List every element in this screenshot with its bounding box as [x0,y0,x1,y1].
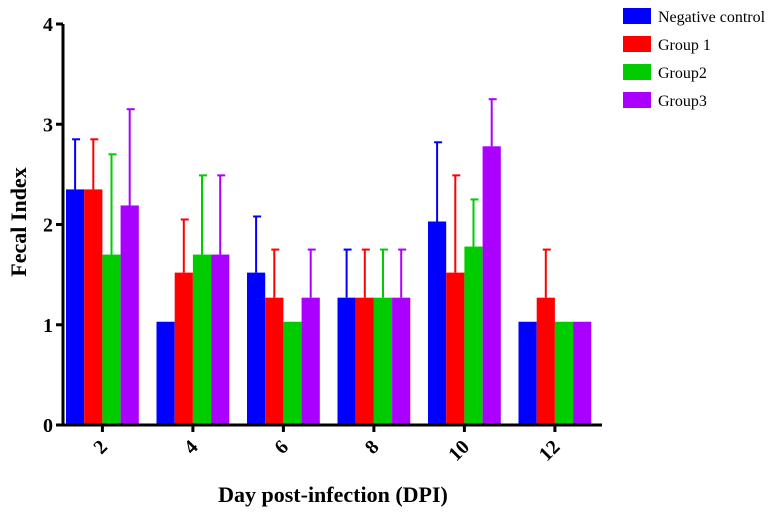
bar-1-3 [355,297,374,425]
bar-2-1 [192,254,212,425]
bar-0-0 [66,189,85,425]
legend-label-0: Negative control [658,9,766,26]
legend-label-1: Group 1 [658,37,711,54]
y-tick-label-3: 3 [43,114,53,136]
legend-swatch-0 [623,8,651,24]
bar-2-5 [554,321,574,425]
legend-swatch-2 [623,64,651,80]
y-axis-title: Fecal Index [6,167,31,276]
bar-0-2 [247,272,266,425]
x-tick-label-4: 10 [444,436,474,466]
legend-label-2: Group2 [658,65,707,82]
x-tick-label-1: 4 [180,436,203,459]
bar-3-0 [120,205,139,425]
bar-2-4 [464,246,483,425]
y-tick-label-0: 0 [43,415,53,437]
x-axis-title: Day post-infection (DPI) [218,482,448,507]
bar-3-2 [301,297,320,425]
x-tick-label-2: 6 [270,436,293,459]
bar-3-4 [482,146,501,425]
legend-label-3: Group3 [658,93,707,110]
bar-0-3 [337,297,356,425]
bar-0-5 [518,321,537,425]
bar-3-5 [573,321,592,425]
legend-swatch-1 [623,36,651,52]
bar-1-4 [446,272,465,425]
bar-1-2 [265,297,284,425]
bar-1-0 [84,189,103,425]
y-ticks: 0 1 2 3 4 [43,14,63,437]
x-ticks: 2 4 6 8 10 12 [89,425,564,466]
legend: Negative control Group 1 Group2 Group3 [623,8,766,110]
bar-1-1 [174,272,193,425]
bar-0-1 [156,321,175,425]
bar-3-3 [392,297,411,425]
bar-2-2 [283,321,302,425]
bar-2-3 [373,297,393,425]
bars-layer [66,98,592,425]
bar-0-4 [428,221,447,425]
x-tick-label-5: 12 [535,436,565,466]
bar-1-5 [536,297,555,425]
bar-2-0 [102,254,121,425]
y-tick-label-4: 4 [43,14,53,36]
y-tick-label-1: 1 [43,315,53,337]
legend-swatch-3 [623,92,651,108]
bar-3-1 [211,254,230,425]
x-tick-label-0: 2 [89,436,112,459]
y-tick-label-2: 2 [43,215,53,237]
x-tick-label-3: 8 [361,436,384,459]
